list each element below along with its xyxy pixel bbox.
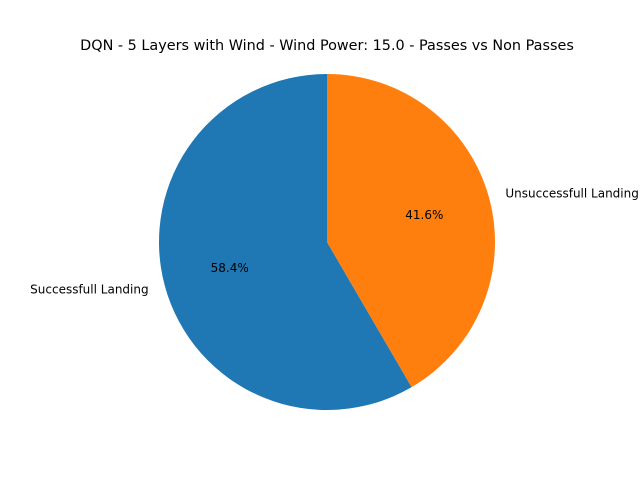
slice-label-1: Successfull Landing [30, 283, 148, 297]
chart-title: DQN - 5 Layers with Wind - Wind Power: 1… [80, 38, 574, 54]
percent-label-2: 41.6% [405, 208, 443, 222]
pie-slice-2 [327, 74, 496, 388]
pie-labels: Successfull Landing 58.4% Unsuccessfull La… [30, 186, 639, 296]
slice-label-2: Unsuccessfull Landing [505, 186, 638, 200]
pie-slice-1 [159, 74, 412, 411]
pie-slices [159, 74, 496, 411]
percent-label-1: 58.4% [211, 261, 249, 275]
